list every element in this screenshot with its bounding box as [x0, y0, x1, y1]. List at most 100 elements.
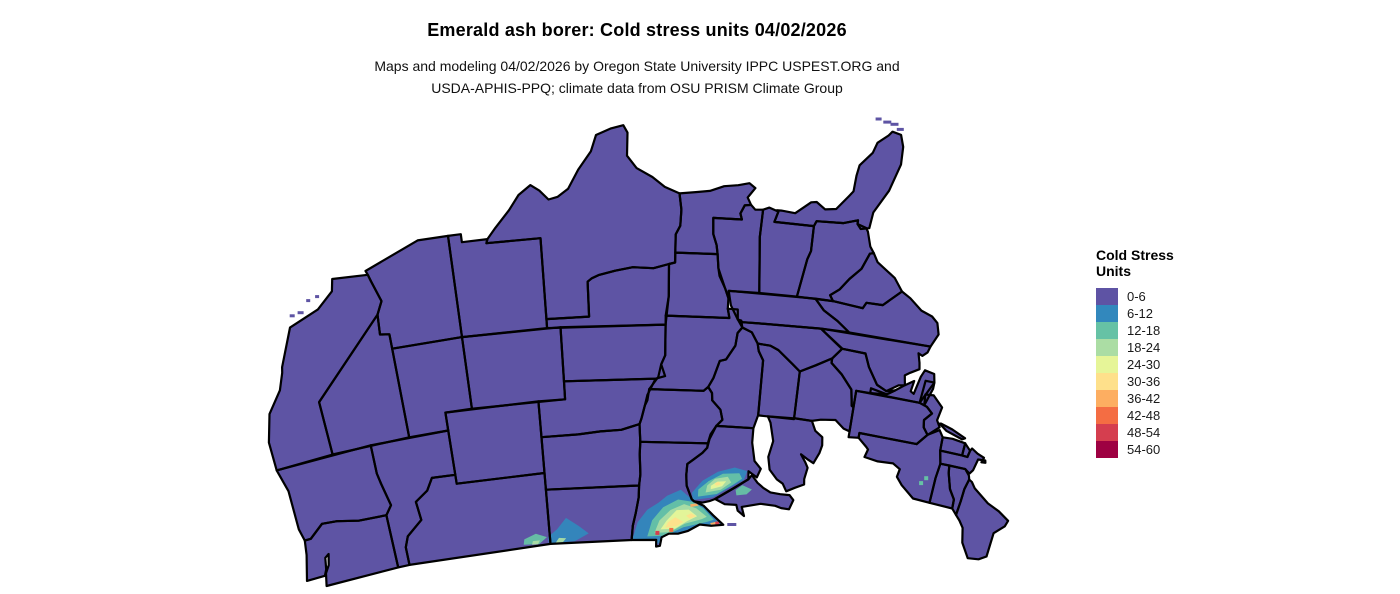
state-nm [448, 234, 548, 338]
overlay-pixel-42-48 [669, 527, 674, 532]
legend-swatch-24-30 [1096, 356, 1118, 373]
island-dot [890, 122, 899, 126]
subtitle-line-2: USDA-APHIS-PPQ; climate data from OSU PR… [431, 80, 843, 96]
state-ia [639, 387, 723, 444]
island-dot [875, 117, 882, 121]
island-dot [315, 295, 320, 299]
legend-item-36-42: 36-42 [1096, 390, 1174, 407]
legend-item-42-48: 42-48 [1096, 407, 1174, 424]
overlay-36-42 [690, 503, 699, 507]
legend-swatch-54-60 [1096, 441, 1118, 458]
state-pa [848, 390, 932, 445]
state-border-mi [766, 415, 824, 493]
legend-item-30-36: 30-36 [1096, 373, 1174, 390]
state-border-li [938, 422, 967, 441]
state-border-me [954, 478, 1010, 561]
state-tn [728, 290, 850, 333]
state-ut [392, 337, 472, 438]
state-ks [560, 324, 666, 382]
state-border-oh [793, 357, 855, 433]
state-mi_up [715, 475, 794, 516]
state-az [365, 235, 462, 349]
state-li [939, 423, 966, 440]
state-tx [486, 125, 682, 320]
island-dot [896, 127, 904, 131]
state-mi [767, 416, 823, 492]
legend-label: 48-54 [1127, 425, 1161, 440]
legend-item-6-12: 6-12 [1096, 305, 1174, 322]
state-nv [319, 314, 410, 455]
legend-swatch-48-54 [1096, 424, 1118, 441]
legend-swatch-12-18 [1096, 322, 1118, 339]
legend-swatch-18-24 [1096, 339, 1118, 356]
legend-item-48-54: 48-54 [1096, 424, 1174, 441]
legend-label: 30-36 [1127, 374, 1161, 389]
legend-label: 54-60 [1127, 442, 1161, 457]
legend-item-54-60: 54-60 [1096, 441, 1174, 458]
island-dot [883, 120, 892, 124]
legend-swatch-6-12 [1096, 305, 1118, 322]
legend-item-0-6: 0-6 [1096, 288, 1174, 305]
state-border-md [869, 369, 936, 404]
legend-label: 12-18 [1127, 323, 1161, 338]
state-la [675, 183, 756, 255]
state-oh [794, 358, 854, 432]
overlay-pixel-48-54 [655, 530, 660, 535]
state-border-ny [857, 429, 944, 504]
legend-swatch-42-48 [1096, 407, 1118, 424]
legend-label: 6-12 [1127, 306, 1154, 321]
state-border-ma [939, 447, 987, 475]
state-sc [830, 253, 902, 309]
legend-items: 0-6 6-12 12-18 18-24 24-30 30-36 36-42 42-48 48-… [1096, 288, 1174, 458]
cold-stress-overlays [523, 467, 929, 546]
island-dot [306, 299, 311, 303]
state-mo [649, 308, 743, 391]
state-fl [774, 131, 904, 229]
overlay-30-36 [686, 513, 696, 519]
state-border-wi [685, 424, 762, 504]
state-ar [665, 252, 730, 318]
state-ms [713, 204, 764, 299]
overlay-pixel-48-54 [715, 521, 720, 526]
state-id [370, 430, 456, 568]
state-ky [737, 319, 842, 372]
state-ne [538, 378, 656, 438]
legend-item-12-18: 12-18 [1096, 322, 1174, 339]
overlay-18-24 [532, 540, 540, 545]
legend-swatch-36-42 [1096, 390, 1118, 407]
island-dot [297, 311, 304, 315]
island-dot [289, 314, 295, 318]
legend-label: 36-42 [1127, 391, 1161, 406]
overlay-30-36 [714, 481, 721, 486]
overlay-18-24 [555, 537, 567, 543]
overlay-pixel-12-18 [919, 481, 924, 486]
legend-label: 18-24 [1127, 340, 1161, 355]
legend: Cold Stress Units 0-6 6-12 12-18 18-24 24-30… [1096, 247, 1174, 458]
state-border-tx [485, 124, 683, 321]
state-fills [268, 125, 1009, 586]
overlay-pixel-12-18 [924, 476, 929, 481]
state-va [820, 328, 931, 392]
state-co [462, 327, 566, 409]
overlay-6-12 [548, 517, 589, 544]
legend-label: 0-6 [1127, 289, 1146, 304]
legend-item-18-24: 18-24 [1096, 339, 1174, 356]
state-al [759, 207, 814, 297]
legend-label: 42-48 [1127, 408, 1161, 423]
overlay-24-30 [710, 481, 727, 490]
small-islands [289, 117, 904, 526]
legend-title-line-1: Cold Stress [1096, 247, 1174, 263]
island-dot [727, 523, 737, 526]
page-title: Emerald ash borer: Cold stress units 04/… [427, 20, 847, 40]
page-subtitle: Maps and modeling 04/02/2026 by Oregon S… [0, 55, 1274, 99]
overlay-12-18 [523, 533, 547, 545]
state-or [276, 445, 391, 541]
state-me [956, 479, 1009, 560]
state-sd [541, 424, 641, 490]
state-borders [267, 124, 1010, 588]
legend-swatch-30-36 [1096, 373, 1118, 390]
overlay-30-36 [665, 517, 684, 528]
subtitle-line-1: Maps and modeling 04/02/2026 by Oregon S… [374, 58, 900, 74]
legend-label: 24-30 [1127, 357, 1161, 372]
